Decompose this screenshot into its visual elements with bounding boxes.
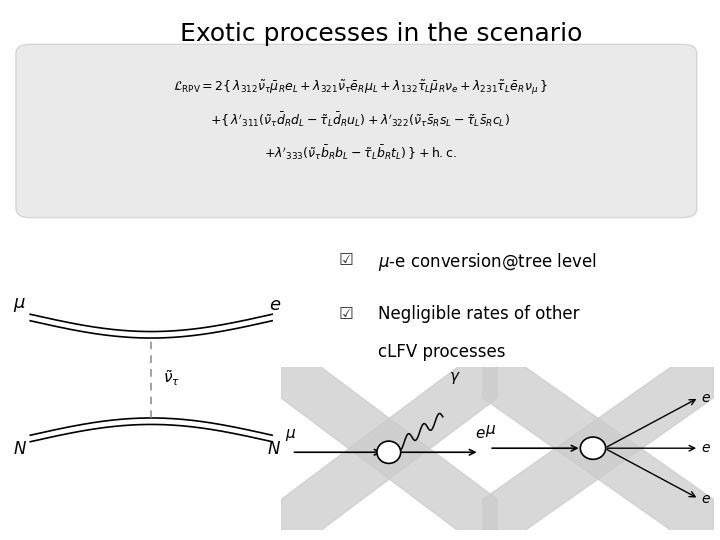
Text: $\mu$-e conversion@tree level: $\mu$-e conversion@tree level [378, 251, 597, 273]
Text: $+\{\,\lambda'_{311}(\tilde{\nu}_{\tau}\bar{d}_{R}d_{L} - \tilde{\tau}_{L}\bar{d: $+\{\,\lambda'_{311}(\tilde{\nu}_{\tau}\… [210, 111, 510, 129]
Text: ☑: ☑ [338, 251, 354, 269]
Text: $e$: $e$ [701, 492, 711, 506]
Text: $N$: $N$ [13, 440, 27, 458]
Text: ☑: ☑ [338, 305, 354, 323]
Text: Exotic processes in the scenario: Exotic processes in the scenario [181, 22, 582, 45]
Text: $e$: $e$ [701, 441, 711, 455]
Circle shape [377, 441, 400, 463]
Text: $\tilde{\nu}_{\tau}$: $\tilde{\nu}_{\tau}$ [163, 368, 180, 388]
Text: $\mu$: $\mu$ [285, 427, 297, 443]
Text: $e$: $e$ [269, 295, 281, 314]
FancyBboxPatch shape [16, 44, 697, 218]
Circle shape [580, 437, 606, 460]
Text: $N$: $N$ [267, 440, 281, 458]
Text: $\gamma$: $\gamma$ [449, 370, 461, 387]
Text: $\mu$: $\mu$ [13, 295, 26, 314]
Text: $+\lambda'_{333}(\tilde{\nu}_{\tau}\bar{b}_{R}b_{L} - \tilde{\tau}_{L}\bar{b}_{R: $+\lambda'_{333}(\tilde{\nu}_{\tau}\bar{… [264, 143, 456, 161]
Text: $e$: $e$ [701, 390, 711, 404]
Text: cLFV processes: cLFV processes [378, 343, 505, 361]
Text: $\mu$: $\mu$ [485, 423, 496, 439]
Text: $\mathcal{L}_{\mathrm{RPV}} = 2\{\,\lambda_{312}\tilde{\nu}_{\tau}\bar{\mu}_{R}e: $\mathcal{L}_{\mathrm{RPV}} = 2\{\,\lamb… [173, 78, 547, 97]
Text: $e$: $e$ [475, 426, 486, 441]
Text: Negligible rates of other: Negligible rates of other [378, 305, 580, 323]
